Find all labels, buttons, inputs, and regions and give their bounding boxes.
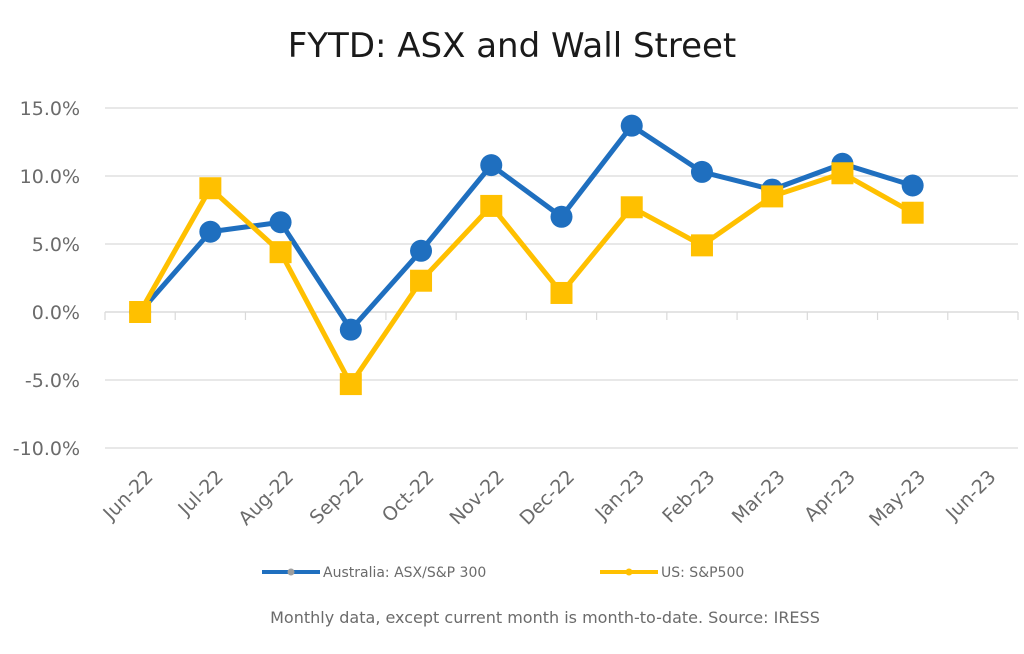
legend: Australia: ASX/S&P 300 US: S&P500	[262, 565, 744, 581]
series-1	[129, 162, 924, 396]
gridlines	[105, 107, 1018, 449]
x-tick-label: Oct-22	[378, 466, 439, 527]
data-point	[901, 174, 924, 197]
x-tick-label: Nov-22	[445, 466, 508, 529]
x-tick-label: Jun-22	[98, 466, 157, 525]
data-point	[199, 177, 222, 200]
series-layer	[129, 114, 924, 396]
legend-item-1: US: S&P500	[600, 565, 744, 581]
data-point	[129, 301, 152, 323]
data-point	[410, 269, 433, 292]
y-tick-label: 15.0%	[20, 98, 80, 120]
x-tick-label: Jun-23	[941, 466, 1000, 525]
data-point	[410, 239, 433, 262]
data-point	[550, 205, 573, 228]
x-tick-label: Aug-22	[234, 466, 298, 530]
data-point	[831, 162, 854, 185]
data-point	[690, 234, 713, 257]
series-line	[137, 170, 914, 387]
x-tick-label: Feb-23	[658, 466, 719, 527]
legend-label: US: S&P500	[661, 565, 744, 581]
data-point	[269, 241, 292, 264]
y-axis: 15.0% 10.0% 5.0% 0.0% -5.0% -10.0%	[13, 98, 80, 460]
data-point	[199, 220, 222, 243]
x-tick-label: May-23	[865, 466, 930, 531]
x-tick-label: Jul-22	[173, 466, 227, 520]
data-point	[480, 194, 503, 217]
data-point	[901, 201, 924, 224]
y-tick-label: -5.0%	[25, 370, 80, 392]
legend-label: Australia: ASX/S&P 300	[323, 565, 486, 581]
data-point	[269, 211, 292, 234]
y-tick-label: 0.0%	[32, 302, 80, 324]
data-point	[761, 185, 784, 208]
x-tick-label: Jan-23	[590, 466, 649, 525]
data-point	[550, 281, 573, 304]
chart-title: FYTD: ASX and Wall Street	[288, 26, 737, 66]
x-tick-label: Apr-23	[800, 466, 860, 526]
x-tick-label: Dec-22	[516, 466, 580, 530]
y-tick-label: 10.0%	[20, 166, 80, 188]
y-tick-label: -10.0%	[13, 438, 80, 460]
chart-footnote: Monthly data, except current month is mo…	[270, 608, 820, 627]
data-point	[690, 160, 713, 183]
legend-marker	[625, 568, 633, 576]
data-point	[480, 154, 503, 177]
x-tick-label: Mar-23	[728, 466, 790, 528]
data-point	[339, 318, 362, 341]
legend-item-0: Australia: ASX/S&P 300	[262, 565, 486, 581]
y-tick-label: 5.0%	[32, 234, 80, 256]
data-point	[339, 373, 362, 396]
x-tick-label: Sep-22	[306, 466, 369, 529]
legend-marker	[287, 568, 295, 576]
series-line	[138, 123, 914, 333]
series-0	[129, 114, 924, 341]
x-axis: Jun-22 Jul-22 Aug-22 Sep-22 Oct-22 Nov-22 Dec-…	[98, 311, 1019, 531]
data-point	[620, 196, 643, 219]
data-point	[620, 114, 643, 137]
